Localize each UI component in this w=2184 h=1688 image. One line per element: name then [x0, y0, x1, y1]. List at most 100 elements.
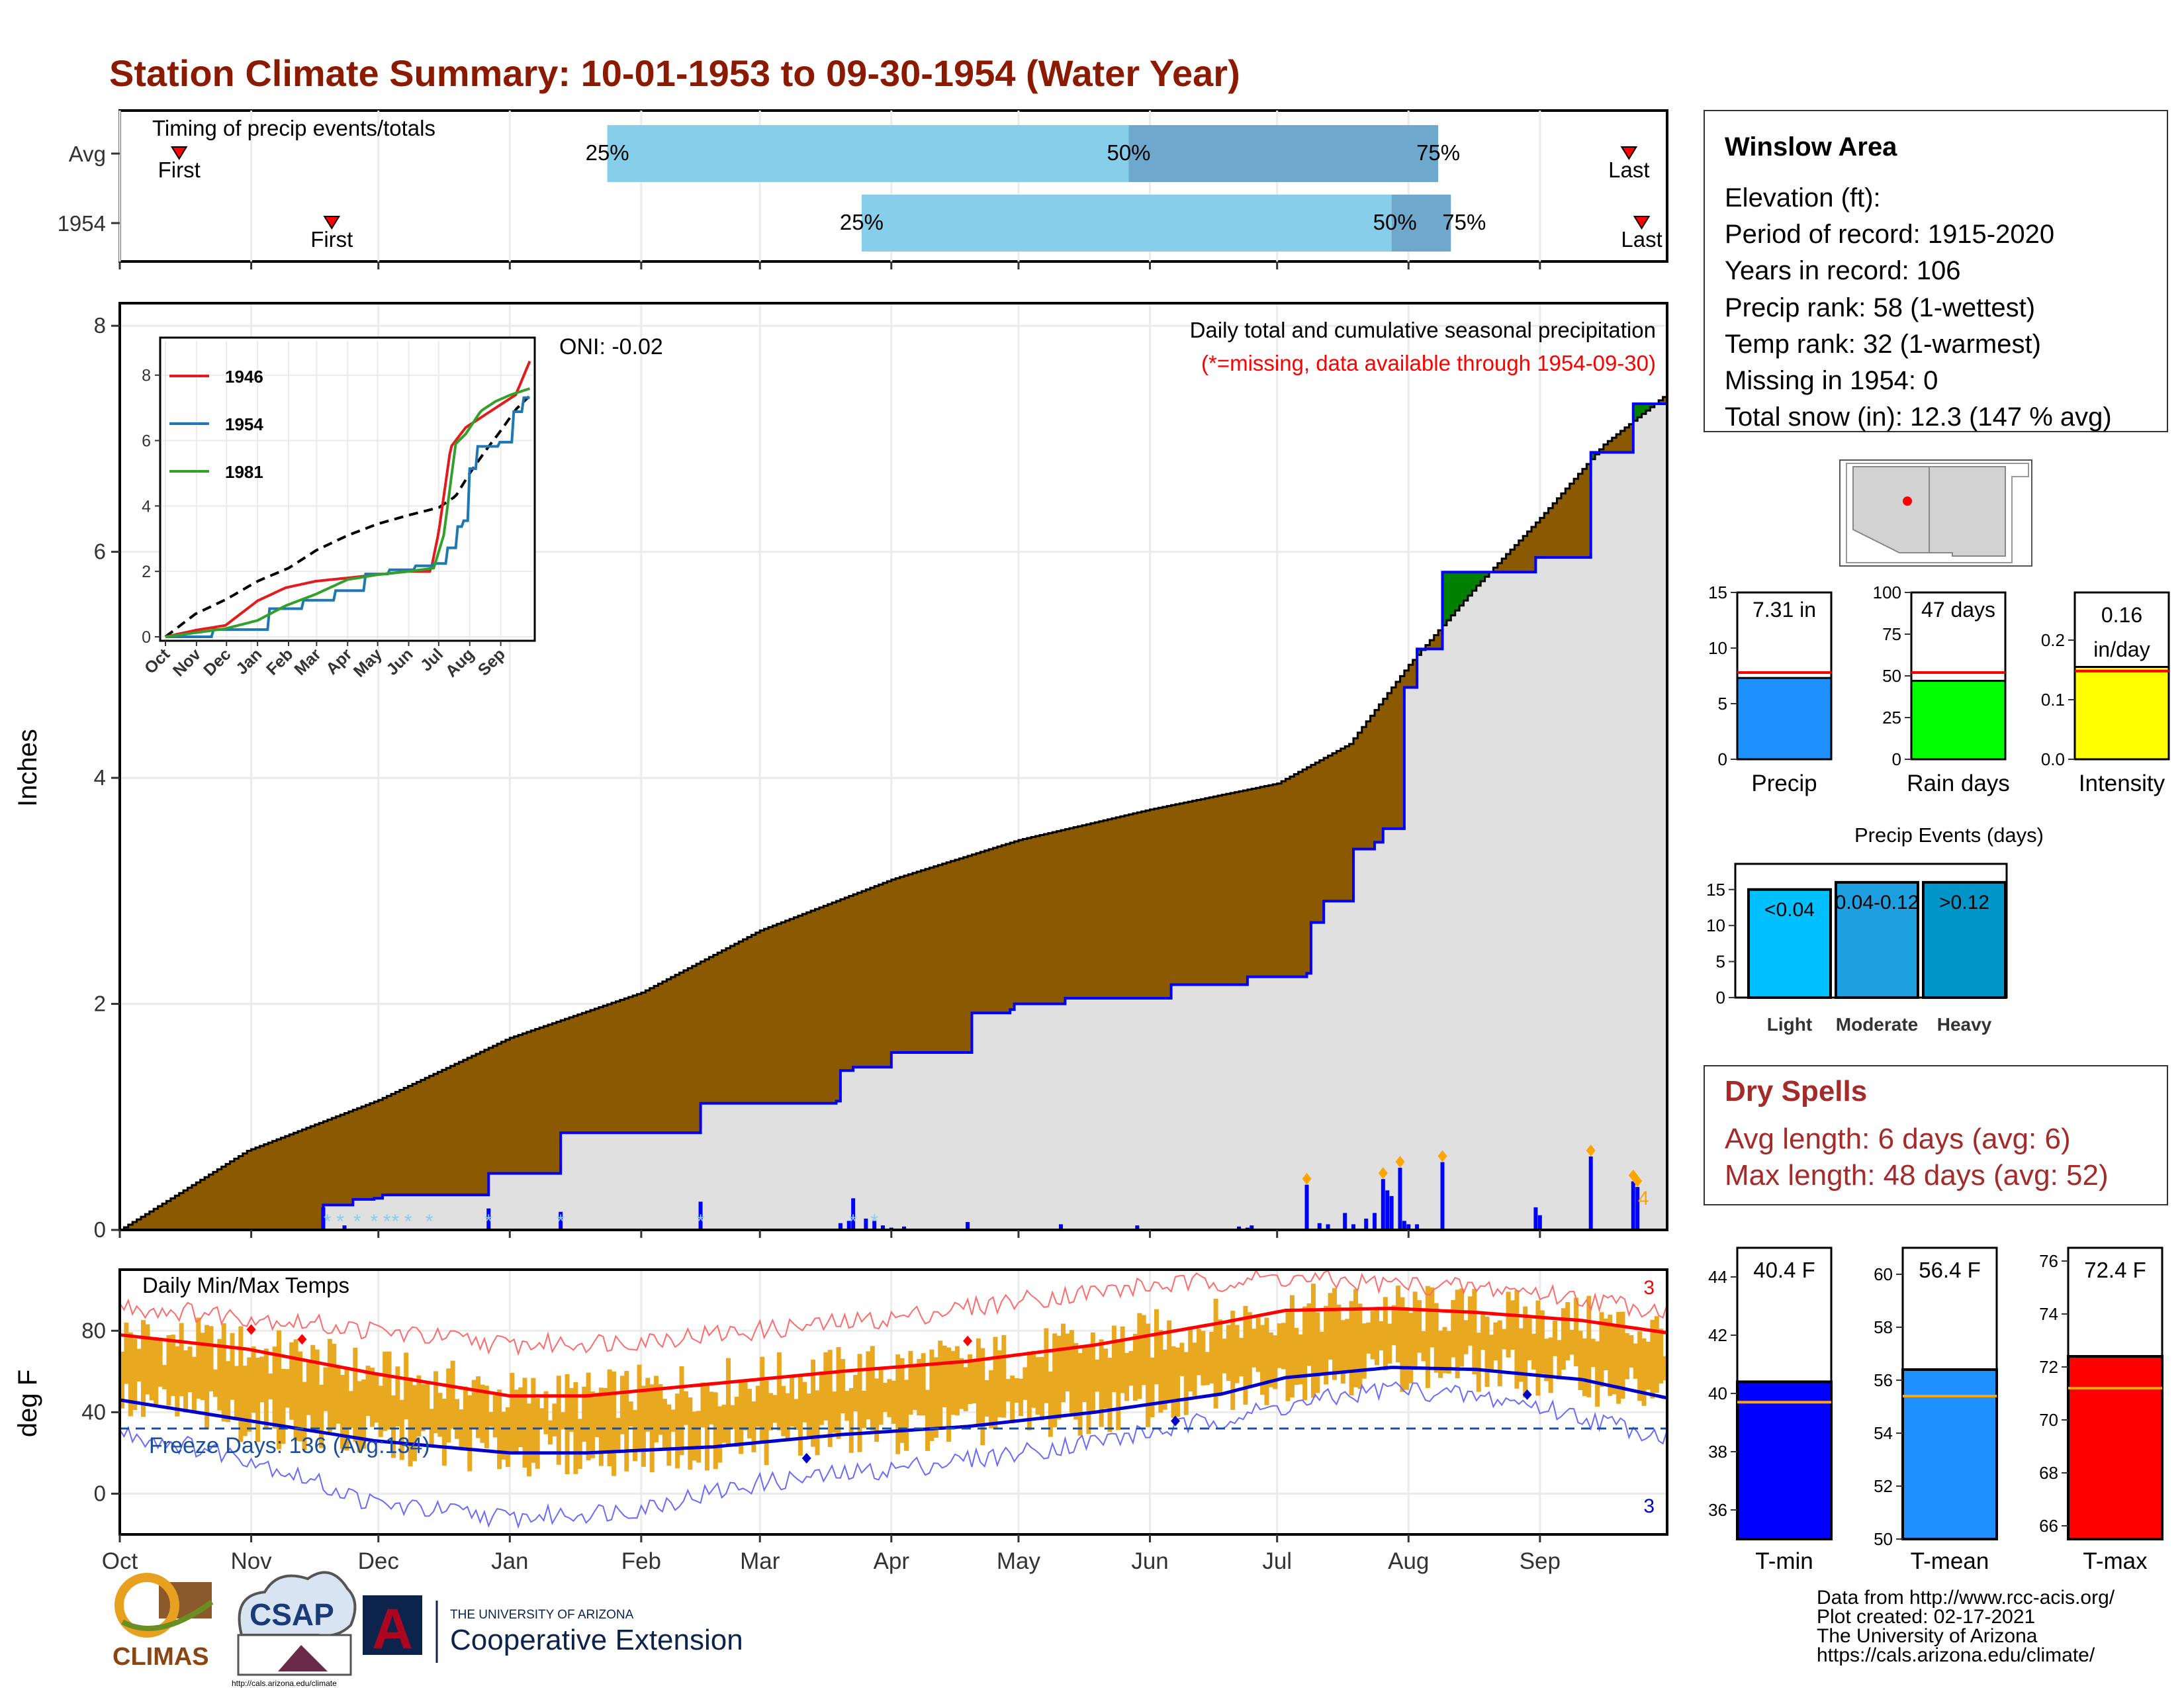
daily-temp-bar	[755, 1385, 760, 1427]
daily-temp-bar	[1502, 1329, 1507, 1350]
daily-temp-bar	[1459, 1288, 1465, 1367]
daily-temp-bar	[1430, 1287, 1435, 1348]
daily-precip-bar	[1304, 1184, 1309, 1230]
temp-bar-tick-label: 70	[2039, 1410, 2058, 1430]
daily-temp-bar	[968, 1354, 973, 1404]
timing-marker	[1620, 146, 1638, 160]
daily-temp-bar	[662, 1399, 667, 1450]
record-low-marker	[801, 1452, 811, 1464]
daily-temp-bar	[1612, 1325, 1617, 1395]
daily-temp-bar	[776, 1352, 782, 1430]
daily-temp-bar	[1281, 1323, 1287, 1370]
csap-mountain	[278, 1645, 328, 1671]
station-line: Years in record: 106	[1725, 256, 1961, 285]
daily-temp-bar	[641, 1385, 646, 1467]
daily-temp-bar	[1353, 1289, 1358, 1387]
precip-events-panel: Precip Events (days) 0 5 10 15 <0.04 Light 0.0…	[1706, 823, 2044, 1035]
inset-legend-label: 1946	[225, 367, 263, 387]
daily-temp-bar	[1273, 1335, 1278, 1389]
daily-temp-bar	[319, 1384, 324, 1448]
precip-ylabel: Inches	[13, 729, 42, 807]
temp-bar-value: 56.4 F	[1919, 1258, 1981, 1282]
daily-temp-bar	[450, 1360, 455, 1429]
mini-bar-label: Precip	[1751, 771, 1817, 796]
daily-temp-bar	[1370, 1311, 1375, 1360]
daily-temp-bar	[675, 1393, 680, 1469]
daily-temp-bar	[234, 1366, 239, 1419]
station-line: Elevation (ft):	[1725, 183, 1881, 212]
daily-temp-bar	[293, 1339, 298, 1441]
climas-logo: CLIMAS	[113, 1573, 214, 1671]
daily-temp-bar	[383, 1351, 388, 1431]
csap-cloud	[238, 1571, 357, 1637]
snow-marker: *	[392, 1211, 400, 1233]
daily-temp-bar	[1260, 1325, 1265, 1395]
daily-temp-bar	[734, 1396, 739, 1447]
daily-temp-bar	[226, 1361, 231, 1423]
daily-temp-bar	[654, 1376, 659, 1442]
daily-temp-bar	[950, 1350, 956, 1415]
daily-temp-bar	[332, 1344, 337, 1430]
daily-temp-bar	[577, 1419, 582, 1470]
extreme-precip-marker	[1302, 1172, 1312, 1185]
daily-temp-bar	[633, 1410, 638, 1462]
daily-temp-bar	[298, 1351, 303, 1442]
daily-temp-bar	[1518, 1328, 1524, 1382]
daily-temp-bar	[590, 1391, 596, 1458]
daily-temp-bar	[565, 1374, 570, 1474]
daily-temp-bar	[561, 1412, 566, 1430]
daily-temp-bar	[1099, 1339, 1104, 1427]
precip-panel-frame	[118, 302, 1668, 1231]
daily-temp-bar	[170, 1335, 175, 1396]
precip-event-label: Moderate	[1836, 1014, 1918, 1035]
precip-events-bars: 0 5 10 15 <0.04 Light 0.04-0.12 Moderate >0.12 He…	[1706, 863, 2008, 1035]
snow-marker: *	[849, 1211, 857, 1233]
temp-panel: 0 40 80 deg F Daily Min/Max Temps Freeze D…	[13, 1268, 1668, 1536]
daily-temp-bar	[378, 1385, 383, 1437]
ua-small-text: THE UNIVERSITY OF ARIZONA	[450, 1608, 634, 1622]
mini-bar-tick-label: 75	[1882, 624, 1901, 644]
timing-marker-label: First	[158, 158, 201, 182]
daily-temp-bar	[463, 1386, 468, 1449]
daily-temp-bar	[1061, 1323, 1066, 1403]
daily-temp-bar	[492, 1395, 498, 1438]
daily-precip-bar	[1351, 1224, 1355, 1230]
observed-cumulative-line	[120, 402, 1667, 1230]
daily-precip-bar	[1317, 1223, 1322, 1230]
daily-temp-bar	[832, 1391, 837, 1433]
daily-temp-bar	[1438, 1331, 1443, 1378]
daily-temp-range-bars	[120, 1284, 1667, 1477]
daily-temp-bar	[348, 1391, 353, 1428]
daily-temp-bar	[819, 1372, 824, 1425]
daily-temp-bar	[1014, 1378, 1019, 1403]
month-label: Mar	[740, 1548, 780, 1574]
daily-temp-bar	[429, 1409, 434, 1445]
precip-ytick-label: 2	[94, 992, 106, 1016]
snow-markers: * * * * * * * * * * * * *	[324, 1211, 878, 1233]
daily-temp-bar	[802, 1382, 807, 1423]
temp-bar-tick-label: 40	[1708, 1383, 1727, 1403]
daily-temp-bar	[179, 1323, 184, 1397]
daily-temp-bar	[1128, 1350, 1134, 1386]
daily-temp-bar	[259, 1356, 265, 1403]
daily-temp-bar	[230, 1333, 235, 1400]
daily-temp-bar	[1218, 1319, 1223, 1397]
daily-temp-bar	[721, 1404, 727, 1443]
daily-temp-bar	[573, 1382, 578, 1474]
daily-temp-bar	[887, 1379, 892, 1417]
daily-temp-bar	[1484, 1317, 1490, 1387]
daily-temp-bar	[526, 1403, 531, 1477]
quartile-50-label: 50%	[1107, 140, 1150, 165]
daily-temp-bar	[1659, 1329, 1664, 1383]
mini-bar-tick-label: 25	[1882, 708, 1901, 727]
timing-marker-label: First	[310, 227, 353, 252]
daily-precip-bar	[1402, 1221, 1406, 1230]
inset-ytick-label: 0	[142, 628, 151, 647]
daily-temp-bar	[285, 1369, 290, 1408]
daily-temp-bar	[933, 1357, 938, 1438]
daily-temp-bar	[730, 1405, 735, 1429]
daily-temp-bar	[357, 1381, 362, 1453]
daily-temp-bar	[221, 1323, 226, 1422]
month-label: Aug	[1388, 1548, 1429, 1574]
daily-temp-bar	[353, 1347, 358, 1442]
